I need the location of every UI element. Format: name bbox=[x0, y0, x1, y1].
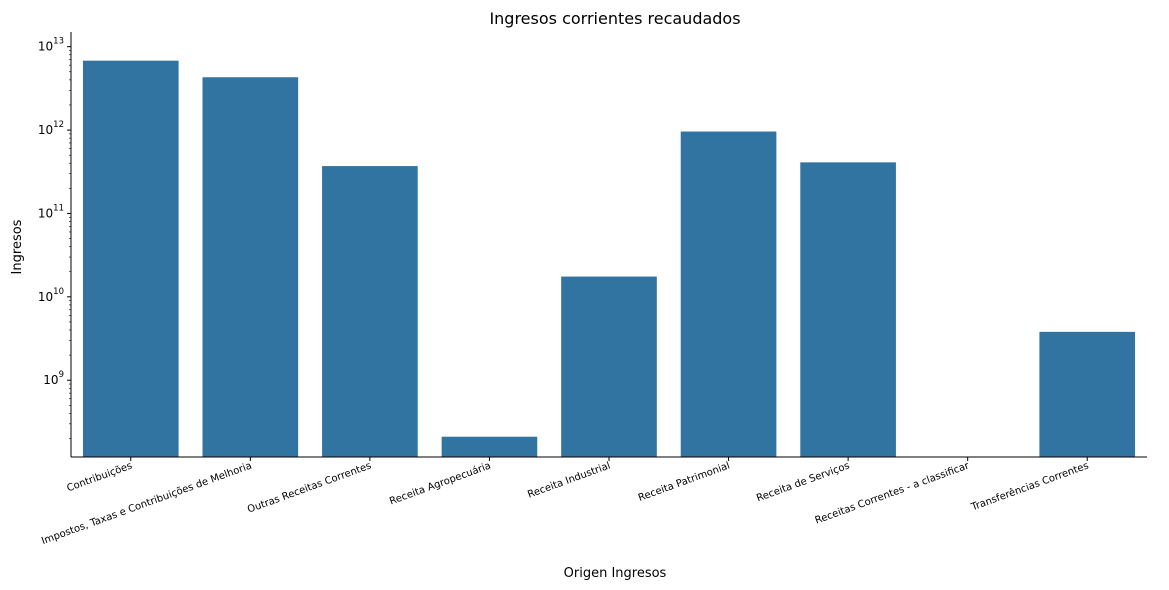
bar-1 bbox=[202, 77, 299, 457]
bars-group bbox=[82, 60, 1136, 458]
y-tick-base: 10 bbox=[38, 40, 53, 54]
bar-5 bbox=[680, 131, 777, 458]
bar-3 bbox=[441, 436, 538, 457]
bar-0 bbox=[82, 60, 179, 458]
y-axis-label: Ingresos bbox=[10, 219, 25, 274]
x-tick-label: Outras Receitas Correntes bbox=[246, 460, 373, 515]
bar-4 bbox=[561, 276, 657, 457]
chart-title: Ingresos corrientes recaudados bbox=[489, 9, 740, 28]
bar-6 bbox=[800, 162, 896, 457]
y-tick-label: 1011 bbox=[38, 203, 64, 220]
bar-2 bbox=[322, 166, 418, 457]
x-tick-label: Receita de Serviços bbox=[755, 460, 851, 504]
x-tick-label: Receita Patrimonial bbox=[637, 460, 732, 503]
y-tick-exponent: 13 bbox=[53, 37, 64, 47]
y-tick-label: 1012 bbox=[38, 120, 64, 137]
y-tick-exponent: 10 bbox=[53, 287, 64, 297]
x-tick-label: Impostos, Taxas e Contribuições de Melho… bbox=[40, 460, 253, 547]
y-tick-base: 10 bbox=[38, 206, 53, 220]
x-tick-label: Transferências Correntes bbox=[969, 460, 1091, 514]
x-tick-label: Receita Industrial bbox=[526, 460, 612, 500]
x-tick-label: Contribuições bbox=[65, 460, 133, 494]
y-tick-base: 10 bbox=[38, 290, 53, 304]
x-axis-label: Origen Ingresos bbox=[564, 566, 667, 581]
y-tick-exponent: 9 bbox=[59, 370, 64, 380]
y-tick-exponent: 11 bbox=[53, 203, 64, 213]
bar-8 bbox=[1039, 331, 1136, 457]
y-tick-label: 109 bbox=[43, 370, 64, 387]
y-tick-base: 10 bbox=[43, 373, 58, 387]
y-tick-base: 10 bbox=[38, 123, 53, 137]
y-tick-exponent: 12 bbox=[53, 120, 64, 130]
y-tick-label: 1013 bbox=[38, 37, 64, 54]
y-tick-label: 1010 bbox=[38, 287, 64, 304]
x-tick-label: Receita Agropecuária bbox=[388, 460, 493, 508]
